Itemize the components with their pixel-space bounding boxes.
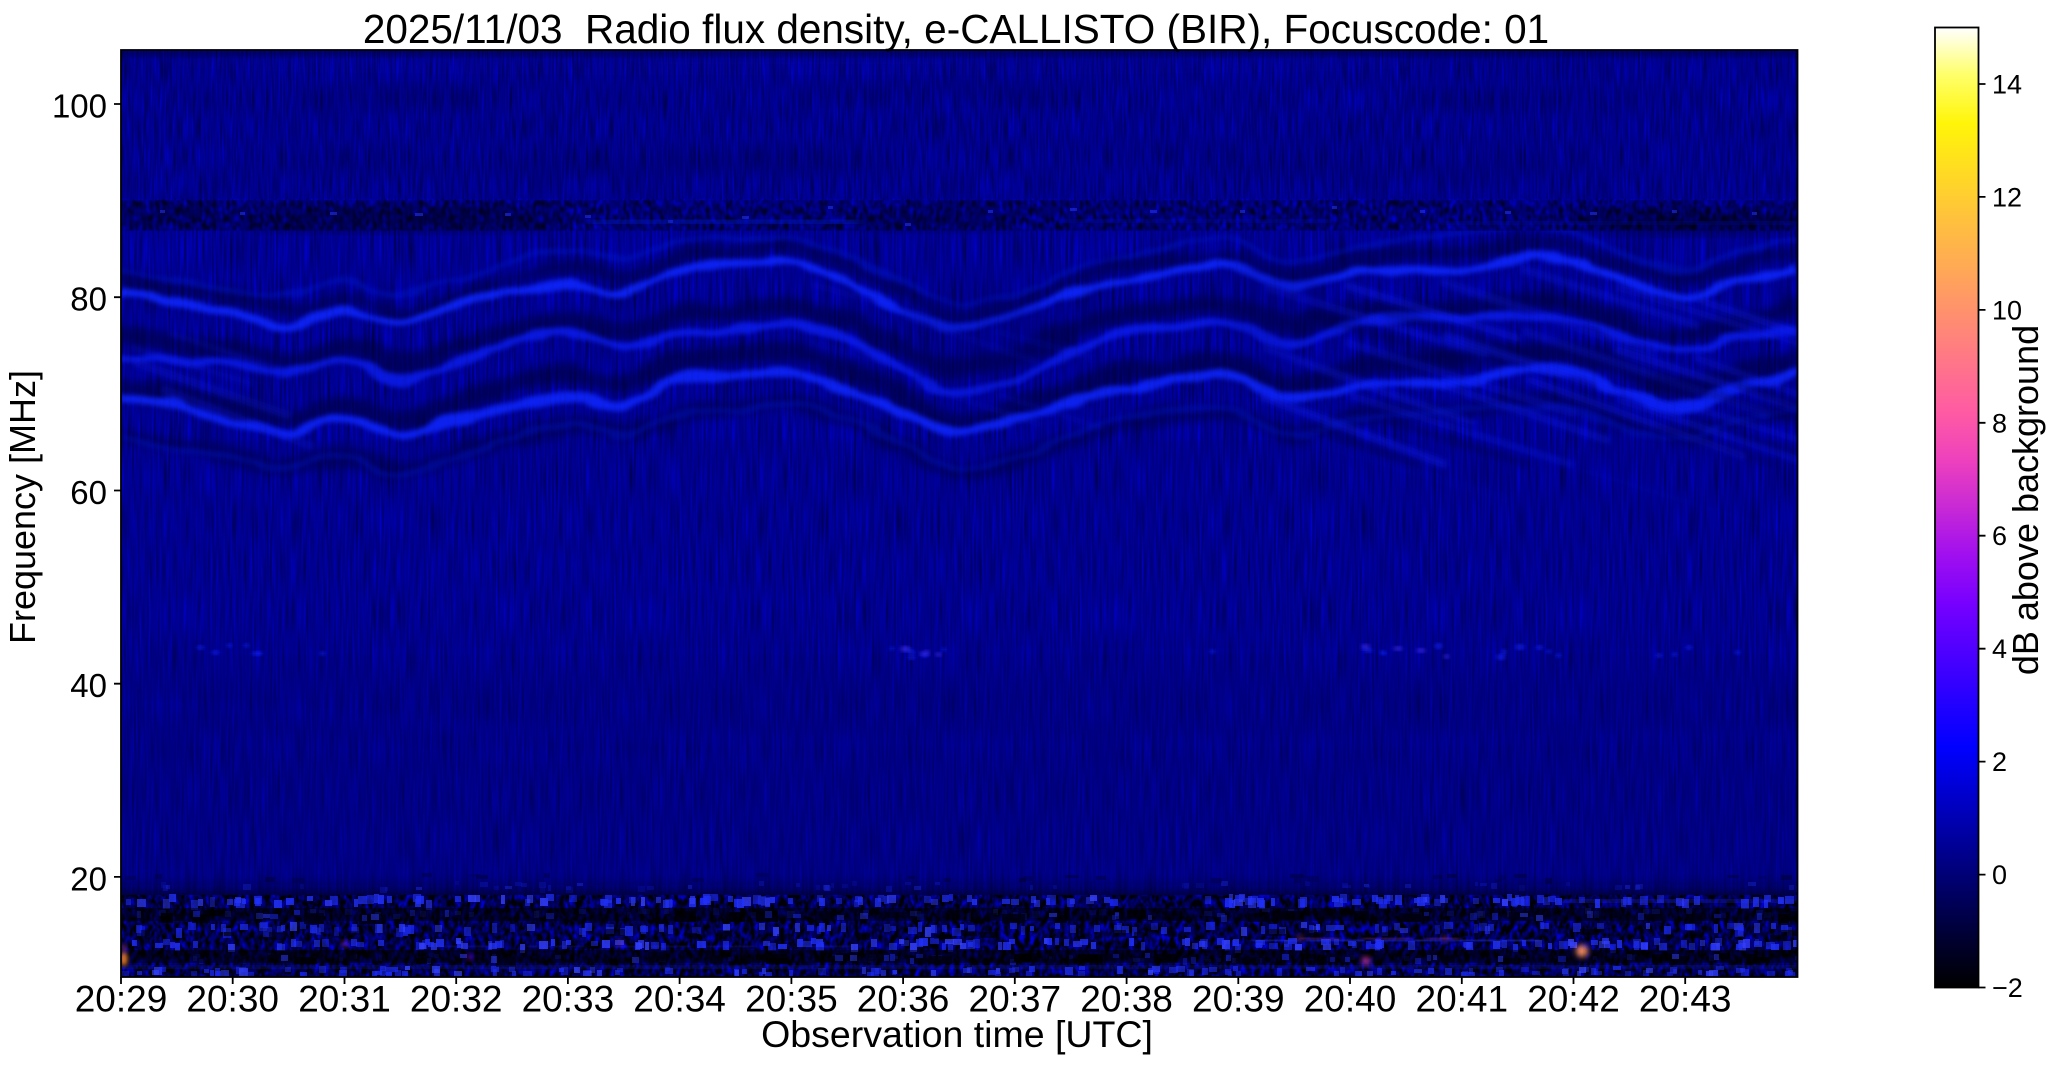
svg-text:2: 2: [1992, 747, 2007, 777]
svg-text:20:35: 20:35: [745, 979, 838, 1020]
svg-text:12: 12: [1992, 182, 2022, 212]
svg-text:4: 4: [1992, 634, 2007, 664]
svg-text:20:42: 20:42: [1527, 979, 1620, 1020]
svg-text:100: 100: [52, 88, 107, 125]
svg-text:40: 40: [70, 667, 107, 704]
svg-text:20:40: 20:40: [1304, 979, 1397, 1020]
svg-text:20:32: 20:32: [410, 979, 503, 1020]
svg-text:Frequency [MHz]: Frequency [MHz]: [2, 370, 43, 644]
svg-text:20:34: 20:34: [633, 979, 726, 1020]
svg-text:2025/11/03 Radio flux density: 2025/11/03 Radio flux density, e-CALLIST…: [363, 6, 1549, 52]
svg-text:20:37: 20:37: [969, 979, 1062, 1020]
svg-text:20:39: 20:39: [1192, 979, 1285, 1020]
svg-text:20: 20: [70, 860, 107, 897]
svg-text:8: 8: [1992, 408, 2007, 438]
svg-text:dB above background: dB above background: [2005, 325, 2046, 675]
svg-text:6: 6: [1992, 521, 2007, 551]
svg-text:Observation time [UTC]: Observation time [UTC]: [761, 1013, 1153, 1055]
svg-text:20:38: 20:38: [1080, 979, 1173, 1020]
svg-text:20:31: 20:31: [298, 979, 391, 1020]
svg-text:80: 80: [70, 281, 107, 318]
svg-text:20:33: 20:33: [522, 979, 615, 1020]
svg-text:−2: −2: [1992, 973, 2023, 1003]
svg-text:20:36: 20:36: [857, 979, 950, 1020]
svg-text:10: 10: [1992, 295, 2022, 325]
svg-text:20:30: 20:30: [186, 979, 279, 1020]
svg-text:20:41: 20:41: [1416, 979, 1509, 1020]
svg-text:20:29: 20:29: [75, 979, 168, 1020]
svg-text:20:43: 20:43: [1639, 979, 1732, 1020]
svg-text:14: 14: [1992, 70, 2022, 100]
svg-text:60: 60: [70, 474, 107, 511]
svg-text:0: 0: [1992, 860, 2007, 890]
